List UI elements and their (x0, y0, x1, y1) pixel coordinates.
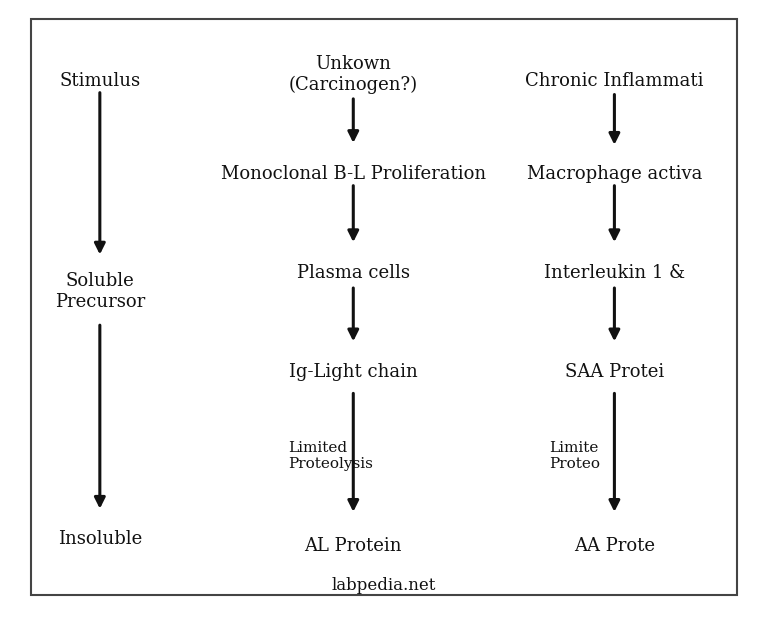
Text: Unkown
(Carcinogen?): Unkown (Carcinogen?) (289, 55, 418, 94)
Text: Stimulus: Stimulus (59, 71, 141, 90)
Text: Monoclonal B-L Proliferation: Monoclonal B-L Proliferation (220, 164, 486, 183)
Text: Interleukin 1 &: Interleukin 1 & (544, 264, 685, 282)
Text: SAA Protei: SAA Protei (564, 363, 664, 381)
Text: Ig-Light chain: Ig-Light chain (289, 363, 418, 381)
Text: Limited
Proteolysis: Limited Proteolysis (288, 441, 373, 471)
Text: labpedia.net: labpedia.net (332, 577, 436, 595)
Text: Chronic Inflammati: Chronic Inflammati (525, 71, 703, 90)
Text: AL Protein: AL Protein (305, 536, 402, 555)
Text: Plasma cells: Plasma cells (296, 264, 410, 282)
Text: Soluble
Precursor: Soluble Precursor (55, 272, 145, 311)
Text: AA Prote: AA Prote (574, 536, 655, 555)
Text: Insoluble: Insoluble (58, 530, 142, 549)
Text: Macrophage activa: Macrophage activa (527, 164, 702, 183)
Text: Limite
Proteo: Limite Proteo (549, 441, 600, 471)
